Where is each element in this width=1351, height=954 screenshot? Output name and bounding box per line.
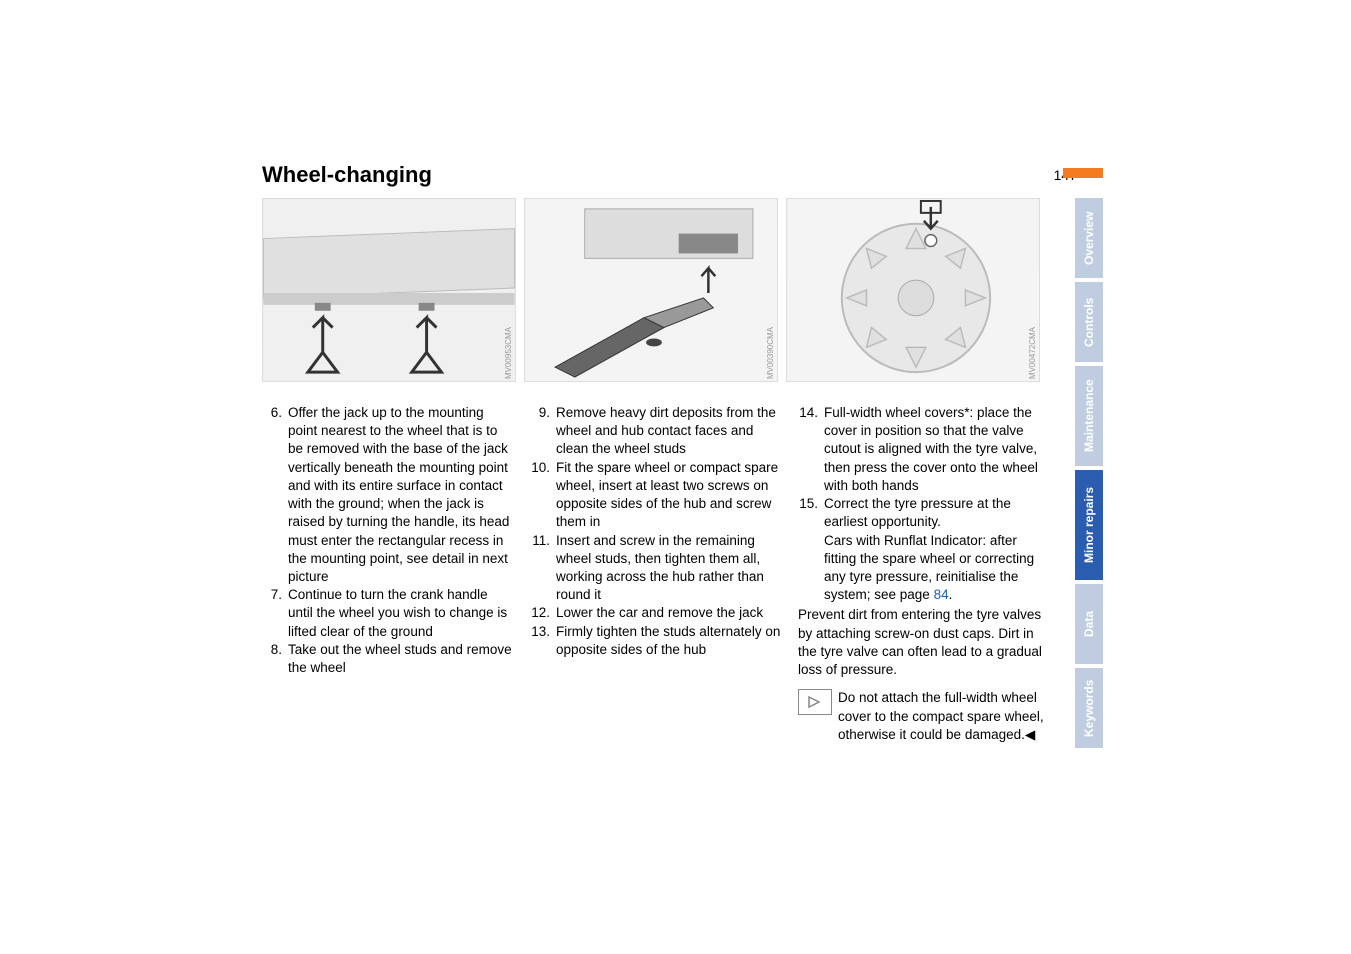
- figure-label: MV00953CMA: [504, 327, 513, 379]
- page-header: Wheel-changing 147: [262, 162, 1091, 188]
- tab-controls[interactable]: Controls: [1075, 282, 1103, 362]
- caution-icon: [798, 689, 832, 715]
- list-item: 15.Correct the tyre pressure at the earl…: [798, 495, 1052, 604]
- figure-jack-points: MV00953CMA: [262, 198, 516, 382]
- accent-bar: [1063, 168, 1103, 178]
- end-marker-icon: ◀: [1025, 726, 1035, 744]
- list-item: 11.Insert and screw in the remaining whe…: [530, 532, 784, 605]
- list-item: 10.Fit the spare wheel or compact spare …: [530, 459, 784, 532]
- steps-list-3: 14.Full-width wheel covers*: place the c…: [798, 404, 1052, 604]
- content-columns: 6.Offer the jack up to the mounting poin…: [262, 404, 1052, 744]
- figure-wheel-cover: MV00472CMA: [786, 198, 1040, 382]
- tab-minor-repairs[interactable]: Minor repairs: [1075, 470, 1103, 580]
- body-paragraph: Prevent dirt from entering the tyre valv…: [798, 606, 1052, 679]
- tab-maintenance[interactable]: Maintenance: [1075, 366, 1103, 466]
- image-row: MV00953CMA MV00390CMA: [262, 198, 1040, 382]
- column-3: 14.Full-width wheel covers*: place the c…: [798, 404, 1052, 744]
- tab-keywords[interactable]: Keywords: [1075, 668, 1103, 748]
- column-1: 6.Offer the jack up to the mounting poin…: [262, 404, 516, 744]
- steps-list-2: 9.Remove heavy dirt deposits from the wh…: [530, 404, 784, 659]
- tab-data[interactable]: Data: [1075, 584, 1103, 664]
- page-title: Wheel-changing: [262, 162, 432, 188]
- figure-label: MV00472CMA: [1028, 327, 1037, 379]
- note-text: Do not attach the full-width wheel cover…: [838, 689, 1052, 744]
- steps-list-1: 6.Offer the jack up to the mounting poin…: [262, 404, 516, 677]
- list-item: 7.Continue to turn the crank handle unti…: [262, 586, 516, 641]
- page-link[interactable]: 84: [934, 587, 949, 602]
- list-item: 12.Lower the car and remove the jack: [530, 604, 784, 622]
- list-item: 8.Take out the wheel studs and remove th…: [262, 641, 516, 677]
- column-2: 9.Remove heavy dirt deposits from the wh…: [530, 404, 784, 744]
- figure-jack-detail: MV00390CMA: [524, 198, 778, 382]
- figure-label: MV00390CMA: [766, 327, 775, 379]
- tab-overview[interactable]: Overview: [1075, 198, 1103, 278]
- list-item: 14.Full-width wheel covers*: place the c…: [798, 404, 1052, 495]
- note-box: Do not attach the full-width wheel cover…: [798, 689, 1052, 744]
- side-tabs: Overview Controls Maintenance Minor repa…: [1075, 198, 1103, 752]
- list-item: 9.Remove heavy dirt deposits from the wh…: [530, 404, 784, 459]
- list-item: 13.Firmly tighten the studs alternately …: [530, 623, 784, 659]
- list-item: 6.Offer the jack up to the mounting poin…: [262, 404, 516, 586]
